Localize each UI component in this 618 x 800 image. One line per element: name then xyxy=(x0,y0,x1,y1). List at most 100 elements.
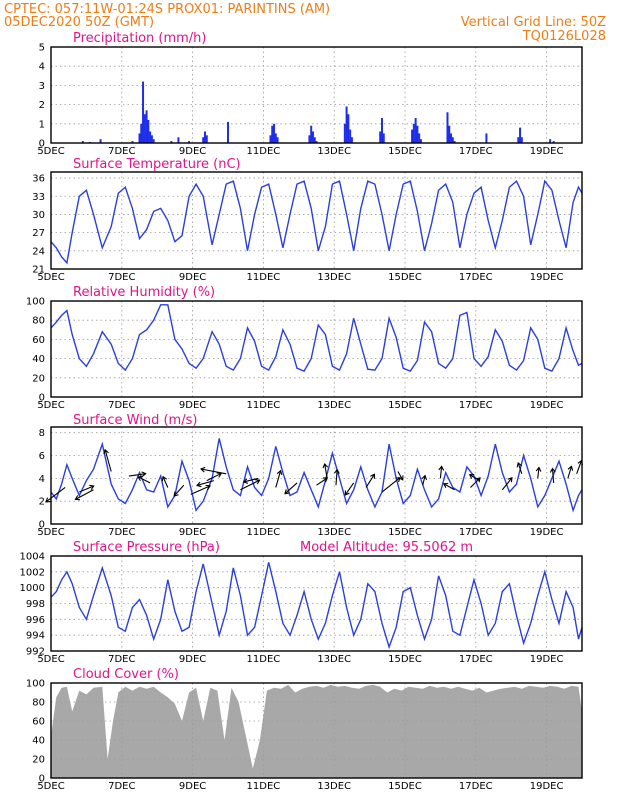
wind-arrow xyxy=(242,477,259,484)
precip-bar xyxy=(271,125,274,143)
temperature-panel: Surface Temperature (nC) 21 24 27 30 33 36 5D… xyxy=(32,157,583,283)
wind-arrow-head xyxy=(276,469,283,476)
y-tick-label: 2 xyxy=(39,100,45,111)
wind-arrow-head xyxy=(370,473,376,479)
humidity-frame xyxy=(50,300,583,398)
precipitation-grid xyxy=(51,47,582,143)
wind-arrow xyxy=(516,462,523,474)
temperature-frame xyxy=(50,171,583,270)
wind-arrow-shaft xyxy=(469,474,480,482)
y-tick-label: 27 xyxy=(32,228,45,239)
x-tick-label: 19DEC xyxy=(530,654,564,665)
precip-bar xyxy=(188,141,191,143)
precip-bar xyxy=(380,118,383,143)
pressure-x-ticks: 5DEC 7DEC 9DEC 11DEC 13DEC 15DEC 17DEC 19DEC xyxy=(37,654,563,665)
x-tick-label: 9DEC xyxy=(179,781,206,792)
wind-arrow xyxy=(103,448,112,472)
y-tick-label: 21 xyxy=(32,265,45,276)
precip-bar xyxy=(150,135,153,143)
wind-arrow-head xyxy=(549,467,556,473)
y-tick-label: 6 xyxy=(39,451,45,462)
humidity-grid xyxy=(51,301,582,397)
precip-bar xyxy=(140,123,143,143)
pressure-line xyxy=(50,562,583,650)
y-tick-label: 20 xyxy=(32,373,45,384)
temperature-title: Surface Temperature (nC) xyxy=(73,157,241,172)
x-tick-label: 11DEC xyxy=(247,400,281,411)
wind-arrow-head xyxy=(468,474,475,479)
wind-arrow-head xyxy=(74,495,81,501)
wind-arrow xyxy=(381,477,401,493)
wind-arrow xyxy=(200,466,227,475)
wind-x-ticks: 5DEC 7DEC 9DEC 11DEC 13DEC 15DEC 17DEC 19DEC xyxy=(37,527,563,538)
wind-arrow-head xyxy=(398,475,404,481)
y-tick-label: 1 xyxy=(39,119,45,130)
wind-y-ticks: 0 2 4 6 8 xyxy=(39,428,45,530)
y-tick-label: 0 xyxy=(39,393,45,404)
y-tick-label: 30 xyxy=(32,210,45,221)
x-tick-label: 13DEC xyxy=(317,527,351,538)
precip-bar xyxy=(152,139,155,143)
wind-arrow-head xyxy=(322,462,329,469)
wind-arrow-head xyxy=(173,491,179,497)
precip-bar xyxy=(308,135,311,143)
precip-bar xyxy=(202,137,205,143)
precip-bar xyxy=(519,127,522,143)
wind-arrow-head xyxy=(255,479,261,485)
y-tick-label: 24 xyxy=(32,246,45,257)
precip-bar xyxy=(446,112,449,143)
wind-arrow-shaft xyxy=(190,485,211,495)
precip-bar xyxy=(276,137,279,143)
precip-bar xyxy=(149,131,152,143)
precip-bar xyxy=(517,137,520,143)
cloud-area xyxy=(51,684,582,778)
wind-vectors xyxy=(45,448,583,503)
wind-arrow-head xyxy=(89,484,95,491)
wind-arrow-head xyxy=(507,476,513,483)
x-tick-label: 13DEC xyxy=(317,781,351,792)
cloud-cover-area xyxy=(51,684,582,778)
wind-arrow-head xyxy=(395,477,401,483)
precip-bar xyxy=(549,139,552,143)
x-tick-label: 17DEC xyxy=(459,146,493,157)
wind-arrow-shaft xyxy=(316,477,328,486)
y-tick-label: 994 xyxy=(26,631,45,642)
y-tick-label: 40 xyxy=(32,354,45,365)
x-tick-label: 7DEC xyxy=(108,654,135,665)
wind-arrow-shaft xyxy=(243,477,259,483)
wind-arrow-head xyxy=(535,466,542,472)
wind-arrow-shaft xyxy=(443,483,455,491)
x-tick-label: 7DEC xyxy=(108,400,135,411)
wind-arrow xyxy=(173,484,185,497)
series-line xyxy=(50,562,583,650)
y-tick-label: 5 xyxy=(39,43,45,54)
temperature-x-ticks: 5DEC 7DEC 9DEC 11DEC 13DEC 15DEC 17DEC 19DEC xyxy=(37,272,563,283)
y-tick-label: 4 xyxy=(39,474,45,485)
x-tick-label: 15DEC xyxy=(388,272,422,283)
header-station-line: CPTEC: 057:11W-01:24S PROX01: PARINTINS … xyxy=(4,2,330,17)
wind-arrow-head xyxy=(137,475,143,482)
precip-bar xyxy=(203,131,206,143)
wind-arrow xyxy=(161,475,169,488)
x-tick-label: 5DEC xyxy=(37,400,64,411)
pressure-panel: Surface Pressure (hPa) Model Altitude: 9… xyxy=(20,540,583,665)
wind-arrow-head xyxy=(442,482,449,488)
y-tick-label: 1002 xyxy=(20,567,45,578)
y-tick-label: 40 xyxy=(32,736,45,747)
wind-arrow-shaft xyxy=(439,466,443,479)
wind-arrow-shaft xyxy=(537,467,540,479)
wind-arrow-head xyxy=(200,466,206,473)
precip-bar xyxy=(350,137,353,143)
temperature-grid xyxy=(51,172,582,269)
wind-arrow-shaft xyxy=(240,479,260,491)
temperature-y-ticks: 21 24 27 30 33 36 xyxy=(32,174,45,276)
wind-arrow-shaft xyxy=(45,487,66,503)
wind-arrow-shaft xyxy=(137,476,151,484)
precip-bar xyxy=(414,118,417,143)
wind-arrow-head xyxy=(205,484,211,490)
x-tick-label: 19DEC xyxy=(530,781,564,792)
wind-arrow xyxy=(240,479,261,491)
wind-arrow xyxy=(316,477,329,486)
precip-bar xyxy=(145,110,148,143)
